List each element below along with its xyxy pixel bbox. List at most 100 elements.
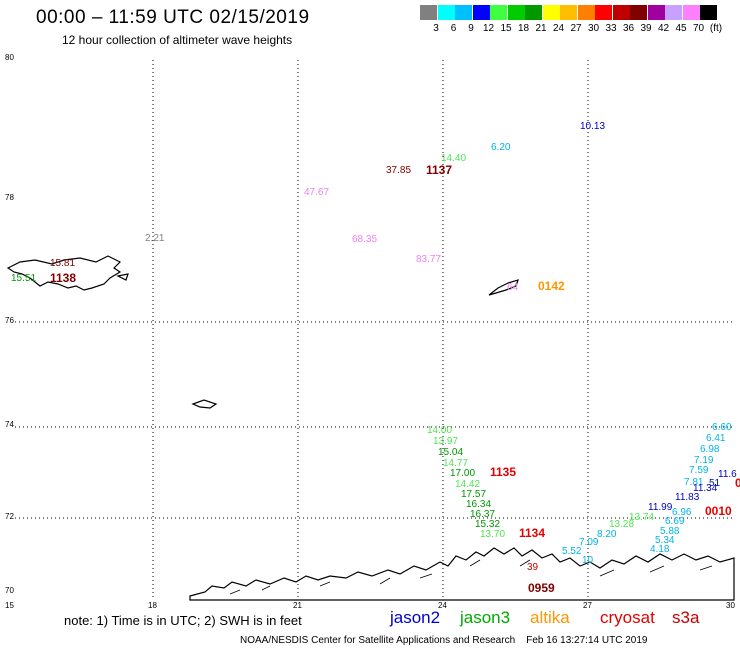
coastlines (6, 255, 735, 601)
legend-label: 30 (587, 23, 600, 34)
wave-height-value: 13.74 (629, 512, 655, 523)
kong-karl-land (488, 279, 519, 296)
svalbard-islet (116, 273, 129, 281)
grid-lines (15, 60, 735, 600)
satellite-jason3: jason3 (460, 608, 511, 627)
wave-height-value: 7.59 (689, 465, 709, 476)
legend-label: 39 (640, 23, 652, 34)
svalbard-coast (6, 255, 122, 291)
legend-swatch (472, 5, 490, 20)
satellite-jason2: jason2 (390, 608, 441, 627)
lon-label-18: 18 (148, 601, 157, 610)
wave-height-value: 68.35 (352, 234, 378, 245)
wave-height-value: 11.34 (693, 483, 718, 494)
legend-swatch (595, 5, 612, 20)
legend-label: 6 (450, 23, 457, 34)
pass-time-label: 0010 (705, 504, 732, 518)
pass-time-label: 0959 (528, 581, 555, 595)
wave-height-value: 6.69 (665, 516, 685, 527)
wave-height-value: 47.67 (304, 187, 330, 198)
pass-time-label: 0142 (538, 279, 565, 293)
legend-swatch (612, 5, 630, 20)
wave-height-value: 14.40 (441, 153, 467, 164)
wave-height-value: 14.42 (455, 479, 481, 490)
legend-swatch (455, 5, 472, 20)
wave-height-value: 6.41 (706, 433, 726, 444)
wave-height-value: 5.34 (655, 535, 675, 546)
pass-time-label: 1138 (50, 271, 77, 285)
legend-label: 3 (433, 23, 439, 34)
wave-height-value: 7.19 (694, 455, 714, 466)
wave-height-value: 15.32 (475, 519, 501, 530)
legend-label: 24 (552, 23, 565, 34)
lon-label-21: 21 (293, 601, 302, 610)
bjornoya-island (191, 399, 218, 409)
wave-height-value: 2.21 (145, 233, 165, 244)
lat-label-74: 74 (5, 420, 14, 429)
lon-label-30: 30 (726, 601, 735, 610)
wave-height-value: 7.81 (684, 477, 704, 488)
wave-height-value: 6.60 (712, 422, 732, 433)
wave-height-value: 16.37 (470, 509, 496, 520)
legend-label: 33 (605, 23, 617, 34)
lat-label-80: 80 (5, 53, 14, 62)
legend-swatch (437, 5, 455, 20)
wave-height-value: 13.97 (433, 436, 459, 447)
wave-height-value: 15.04 (438, 447, 464, 458)
satellite-s3a: s3a (672, 608, 700, 627)
lat-label-70: 70 (5, 586, 14, 595)
wave-height-value: 16.34 (466, 499, 492, 510)
wave-height-value: 39 (527, 562, 539, 573)
wave-height-value: 13.28 (609, 519, 635, 530)
wave-height-value: 51 (709, 478, 721, 489)
legend-swatch (542, 5, 560, 20)
wave-height-value: 13.70 (480, 529, 506, 540)
wave-height-value: 10 (582, 555, 594, 566)
legend-swatch (682, 5, 700, 20)
units-note: note: 1) Time is in UTC; 2) SWH is in fe… (64, 613, 302, 628)
pass-time-label: 1137 (426, 163, 453, 177)
legend-label: 45 (675, 23, 687, 34)
satellite-cryosat: cryosat (600, 608, 655, 627)
legend-swatch (420, 5, 437, 20)
wave-height-value: 15.51 (11, 273, 37, 284)
legend-swatch (647, 5, 665, 20)
wave-height-value: 5.88 (660, 526, 680, 537)
wave-height-value: 64 (507, 282, 519, 293)
legend-label: 15 (500, 23, 512, 34)
wave-height-value: 37.85 (386, 165, 412, 176)
lon-label-15: 15 (5, 601, 14, 610)
wave-height-value: 14.77 (443, 458, 469, 469)
wave-height-value: 8.20 (597, 529, 617, 540)
wave-height-value: 14.00 (427, 425, 453, 436)
legend-label: 70 (692, 23, 705, 34)
wave-height-value: 6.20 (491, 142, 511, 153)
wave-height-value: 17.00 (450, 468, 476, 479)
legend-swatch (525, 5, 542, 20)
legend-label: 42 (657, 23, 670, 34)
legend-label: 21 (535, 23, 547, 34)
legend-label: 27 (570, 23, 582, 34)
legend-label: 9 (468, 23, 474, 34)
map-title: 00:00 – 11:59 UTC 02/15/2019 (36, 7, 310, 28)
pass-time-label: 1135 (490, 465, 517, 479)
map-subtitle: 12 hour collection of altimeter wave hei… (62, 33, 293, 47)
legend-swatch (665, 5, 682, 20)
lat-label-78: 78 (5, 193, 14, 202)
legend-label: 36 (622, 23, 635, 34)
norway-coast (189, 547, 735, 601)
wave-height-value: 11.6 (718, 469, 737, 480)
legend-label: (ft) (709, 23, 723, 34)
wave-height-value: 6.98 (700, 444, 720, 455)
pass-time-label: 1134 (519, 526, 546, 540)
wave-height-value: 11.83 (675, 492, 700, 503)
legend-swatch (630, 5, 647, 20)
legend-label: 12 (482, 23, 495, 34)
coast-detail (229, 559, 713, 595)
legend-label: 18 (517, 23, 530, 34)
wave-height-value: 5.52 (562, 546, 582, 557)
wave-height-value: 4.18 (650, 544, 670, 555)
legend-swatch (490, 5, 507, 20)
lon-label-24: 24 (438, 601, 447, 610)
